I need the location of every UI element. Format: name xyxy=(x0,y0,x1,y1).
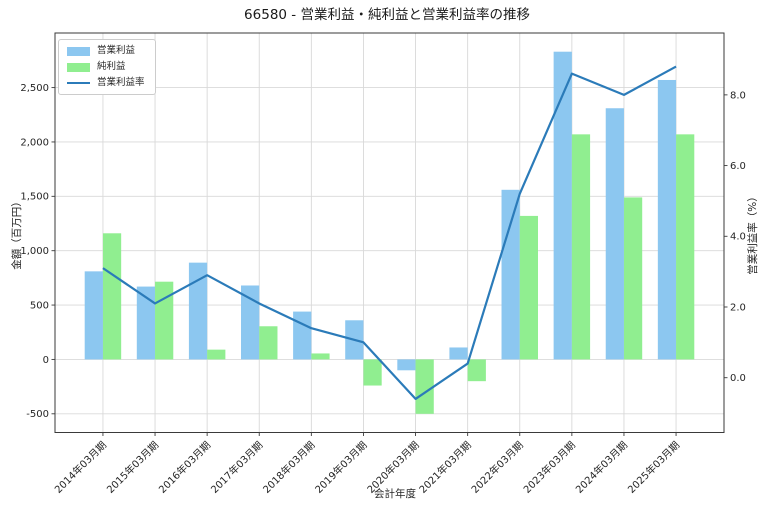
bar-純利益-2020年03月期 xyxy=(415,359,434,414)
legend: 営業利益 純利益 営業利益率 xyxy=(58,39,156,95)
bar-純利益-2018年03月期 xyxy=(311,353,330,360)
y-left-tick-label: 1,000 xyxy=(20,246,49,257)
bar-営業利益-2016年03月期 xyxy=(188,262,208,360)
y-left-tick-label: 0 xyxy=(43,355,49,366)
x-tick-label: 2021年03月期 xyxy=(416,438,473,495)
legend-swatch-operating-profit-bar xyxy=(67,46,90,56)
bar-営業利益-2018年03月期 xyxy=(293,311,312,360)
bar-純利益-2021年03月期 xyxy=(467,359,486,382)
y-left-tick-label: 500 xyxy=(30,300,49,311)
bar-営業利益-2020年03月期 xyxy=(397,359,416,371)
y-right-tick-label: 2.0 xyxy=(730,302,746,313)
x-tick-label: 2023年03月期 xyxy=(521,438,578,495)
bar-営業利益-2015年03月期 xyxy=(136,286,156,360)
x-axis-label: 会計年度 xyxy=(374,487,416,500)
bar-営業利益-2024年03月期 xyxy=(605,108,624,360)
y-right-tick-label: 4.0 xyxy=(730,232,746,243)
bar-series-0 xyxy=(84,51,677,371)
x-tick-label: 2025年03月期 xyxy=(625,438,682,495)
bar-純利益-2023年03月期 xyxy=(571,134,591,360)
y-right-tick-label: 8.0 xyxy=(730,90,746,101)
bar-純利益-2024年03月期 xyxy=(623,197,643,360)
bar-純利益-2025年03月期 xyxy=(676,134,695,360)
x-tick-label: 2017年03月期 xyxy=(208,438,265,495)
legend-swatch-net-profit-bar xyxy=(67,62,90,72)
bar-営業利益-2023年03月期 xyxy=(553,51,572,360)
x-tick-label: 2014年03月期 xyxy=(52,438,109,495)
y-left-tick-label: 2,500 xyxy=(20,83,49,94)
legend-swatch-operating-margin-line xyxy=(67,81,90,85)
bar-営業利益-2021年03月期 xyxy=(449,347,468,360)
x-tick-label: 2024年03月期 xyxy=(573,438,630,495)
bar-営業利益-2017年03月期 xyxy=(241,285,260,360)
bar-営業利益-2014年03月期 xyxy=(84,271,103,360)
line-営業利益率 xyxy=(102,65,677,401)
bar-純利益-2019年03月期 xyxy=(363,359,382,386)
legend-item-operating-profit: 営業利益 xyxy=(67,45,145,57)
y-axis-label-right: 営業利益率（%） xyxy=(746,191,759,274)
bar-純利益-2022年03月期 xyxy=(519,215,538,360)
bar-純利益-2014年03月期 xyxy=(102,233,122,360)
chart-title: 66580 - 営業利益・純利益と営業利益率の推移 xyxy=(244,6,530,23)
bar-純利益-2016年03月期 xyxy=(207,349,226,360)
bar-純利益-2017年03月期 xyxy=(259,326,278,360)
x-tick-label: 2019年03月期 xyxy=(312,438,369,495)
y-right-tick-label: 6.0 xyxy=(730,161,746,172)
plot-border xyxy=(54,32,725,433)
x-tick-label: 2018年03月期 xyxy=(260,438,317,495)
x-tick-label: 2022年03月期 xyxy=(468,438,525,495)
bar-series-1 xyxy=(102,134,695,414)
legend-label-net-profit: 純利益 xyxy=(97,61,126,73)
bar-営業利益-2022年03月期 xyxy=(501,189,520,360)
x-tick-label: 2016年03月期 xyxy=(156,438,213,495)
legend-item-operating-margin: 営業利益率 xyxy=(67,77,145,89)
legend-label-operating-profit: 営業利益 xyxy=(97,45,136,57)
legend-item-net-profit: 純利益 xyxy=(67,61,145,73)
y-left-tick-label: -500 xyxy=(26,409,49,420)
bar-営業利益-2025年03月期 xyxy=(657,79,677,360)
legend-label-operating-margin: 営業利益率 xyxy=(97,77,145,89)
y-axis-label-left: 金額（百万円） xyxy=(10,196,23,270)
bar-純利益-2015年03月期 xyxy=(155,281,174,360)
x-tick-label: 2015年03月期 xyxy=(104,438,161,495)
y-left-tick-label: 2,000 xyxy=(20,137,49,148)
y-right-tick-label: 0.0 xyxy=(730,373,746,384)
y-left-tick-label: 1,500 xyxy=(20,192,49,203)
